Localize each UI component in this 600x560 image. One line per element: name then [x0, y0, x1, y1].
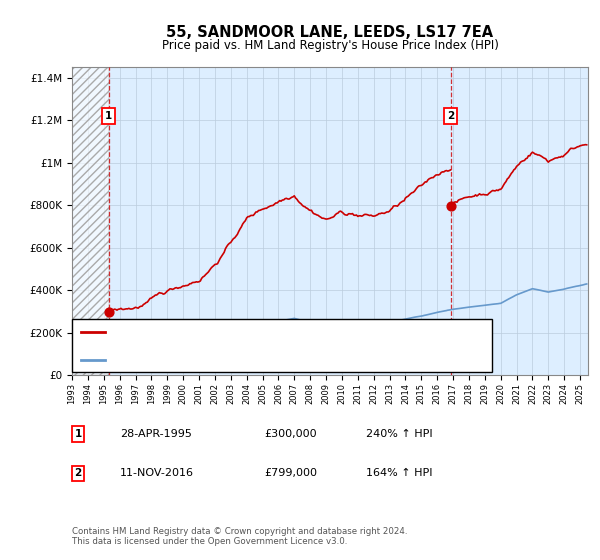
Text: 1: 1	[74, 429, 82, 439]
Text: Price paid vs. HM Land Registry's House Price Index (HPI): Price paid vs. HM Land Registry's House …	[161, 39, 499, 52]
Text: 55, SANDMOOR LANE, LEEDS, LS17 7EA (detached house): 55, SANDMOOR LANE, LEEDS, LS17 7EA (deta…	[109, 327, 428, 337]
Text: £799,000: £799,000	[264, 468, 317, 478]
Text: 28-APR-1995: 28-APR-1995	[120, 429, 192, 439]
Bar	[72, 67, 109, 375]
Point	[446, 201, 455, 210]
Text: HPI: Average price, detached house, Leeds: HPI: Average price, detached house, Leed…	[109, 355, 344, 365]
Point	[104, 307, 113, 316]
Text: 240% ↑ HPI: 240% ↑ HPI	[366, 429, 433, 439]
Text: 2: 2	[447, 111, 454, 121]
Text: 55, SANDMOOR LANE, LEEDS, LS17 7EA: 55, SANDMOOR LANE, LEEDS, LS17 7EA	[166, 25, 494, 40]
Text: 2: 2	[74, 468, 82, 478]
Text: Contains HM Land Registry data © Crown copyright and database right 2024.
This d: Contains HM Land Registry data © Crown c…	[72, 526, 407, 546]
Text: 164% ↑ HPI: 164% ↑ HPI	[366, 468, 433, 478]
Bar	[72, 67, 109, 375]
Text: 11-NOV-2016: 11-NOV-2016	[120, 468, 194, 478]
Text: £300,000: £300,000	[264, 429, 317, 439]
Text: 1: 1	[105, 111, 112, 121]
